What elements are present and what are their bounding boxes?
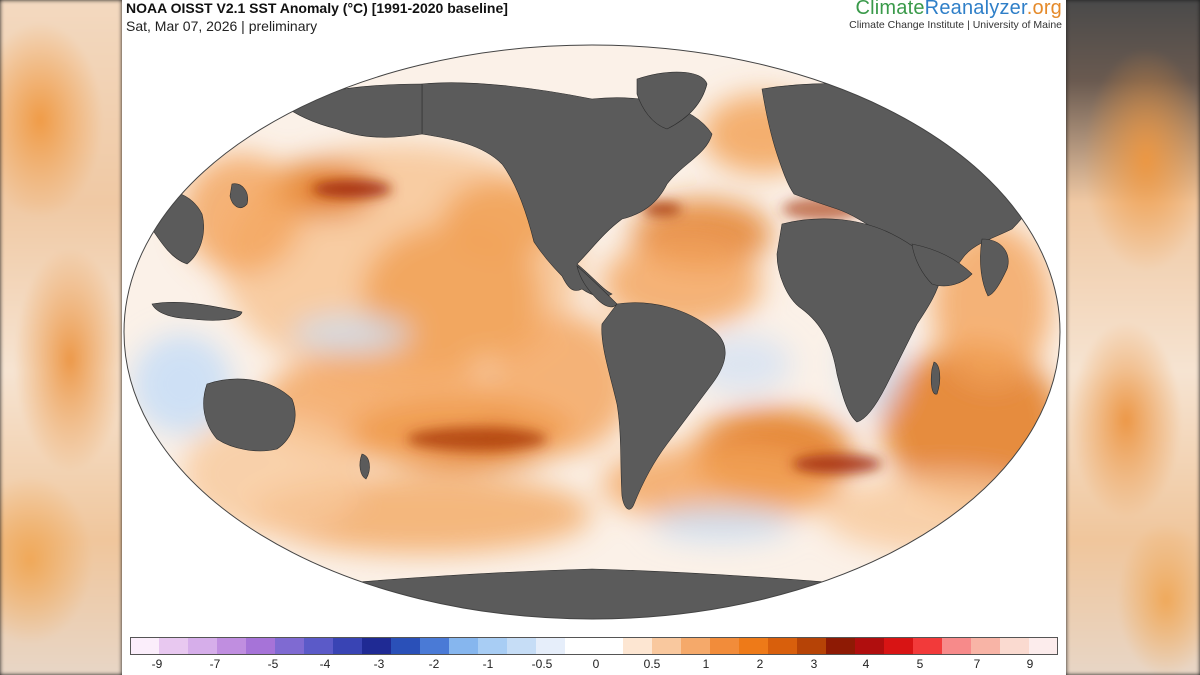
colorbar-tick-label: -4 [319, 657, 331, 671]
colorbar-cell [1000, 637, 1030, 655]
colorbar-tick-label: 4 [862, 657, 870, 671]
land-greenland [636, 71, 708, 130]
colorbar-cell [275, 637, 305, 655]
colorbar-cell [594, 637, 624, 655]
colorbar-tick-label: 3 [810, 657, 818, 671]
colorbar-labels: -9 -7 -5 -4 -3 -2 -1 -0.5 0 0.5 1 2 3 4 … [130, 657, 1058, 673]
map-panel: NOAA OISST V2.1 SST Anomaly (°C) [1991-2… [122, 0, 1066, 675]
land-arabia [911, 243, 973, 287]
colorbar [130, 637, 1058, 655]
land-japan [229, 183, 248, 208]
colorbar-cell [710, 637, 740, 655]
anomaly-region [652, 506, 792, 542]
colorbar-tick-label: -1 [482, 657, 494, 671]
colorbar-cell [884, 637, 914, 655]
colorbar-cell [971, 637, 1001, 655]
globe [124, 45, 1060, 619]
globe-outline [123, 44, 1061, 620]
colorbar-cell [1029, 637, 1058, 655]
colorbar-cell [855, 637, 885, 655]
land-antarctica [124, 568, 1060, 619]
colorbar-tick-label: -9 [151, 657, 163, 671]
anomaly-region [492, 314, 632, 454]
sst-anomaly-map [123, 44, 1061, 620]
blurred-background-left [0, 0, 122, 675]
land-indonesia [151, 302, 243, 321]
colorbar-tick-label: 0.5 [643, 657, 661, 671]
colorbar-tick-label: 7 [973, 657, 981, 671]
climate-reanalyzer-logo: ClimateReanalyzer.org Climate Change Ins… [849, 0, 1062, 31]
blurred-background-right [1066, 0, 1200, 675]
colorbar-tick-label: -3 [373, 657, 385, 671]
logo-org-text: .org [1026, 0, 1062, 19]
land-australia [203, 378, 296, 452]
colorbar-cell [362, 637, 392, 655]
colorbar-tick-label: 5 [916, 657, 924, 671]
colorbar-cell [623, 637, 653, 655]
colorbar-cell [536, 637, 566, 655]
colorbar-cell [246, 637, 276, 655]
colorbar-cell [217, 637, 247, 655]
colorbar-cell [565, 637, 595, 655]
anomaly-region [182, 154, 302, 274]
sst-anomaly-field [132, 94, 1060, 554]
colorbar-tick-label: -5 [267, 657, 279, 671]
colorbar-tick-label: -2 [428, 657, 440, 671]
colorbar-cell [768, 637, 798, 655]
colorbar-cell [420, 637, 450, 655]
colorbar-cell [681, 637, 711, 655]
logo-subtitle: Climate Change Institute | University of… [849, 19, 1062, 31]
colorbar-tick-label: -7 [209, 657, 221, 671]
colorbar-cell [391, 637, 421, 655]
colorbar-cell [797, 637, 827, 655]
colorbar-cell [913, 637, 943, 655]
anomaly-region [312, 180, 392, 198]
anomaly-region [602, 444, 842, 524]
colorbar-cell [478, 637, 508, 655]
logo-reanalyzer-text: Reanalyzer [924, 0, 1027, 19]
logo-climate-text: Climate [855, 0, 925, 19]
anomaly-region [642, 202, 682, 216]
colorbar-tick-label: 2 [756, 657, 764, 671]
land-africa [776, 218, 943, 423]
map-date-subtitle: Sat, Mar 07, 2026 | preliminary [126, 18, 318, 34]
colorbar-cell [942, 637, 972, 655]
land-madagascar [930, 361, 941, 395]
colorbar-cell [159, 637, 189, 655]
colorbar-tick-label: 1 [702, 657, 710, 671]
colorbar-cell [449, 637, 479, 655]
colorbar-cell [130, 637, 160, 655]
logo-wordmark: ClimateReanalyzer.org [849, 0, 1062, 20]
map-title: NOAA OISST V2.1 SST Anomaly (°C) [1991-2… [126, 0, 508, 16]
colorbar-tick-label: 9 [1026, 657, 1034, 671]
colorbar-cell [652, 637, 682, 655]
colorbar-cell [333, 637, 363, 655]
colorbar-tick-label: 0 [592, 657, 600, 671]
anomaly-region [792, 454, 882, 474]
anomaly-region [932, 224, 1052, 384]
colorbar-border [130, 637, 1058, 655]
colorbar-cell [304, 637, 334, 655]
land-new-zealand [359, 453, 370, 480]
anomaly-region [292, 314, 412, 354]
colorbar-cell [826, 637, 856, 655]
colorbar-cell [739, 637, 769, 655]
land-india [980, 238, 1009, 297]
anomaly-region [407, 427, 547, 451]
land-south-america [601, 302, 726, 510]
anomaly-region [822, 474, 1060, 554]
colorbar-cell [507, 637, 537, 655]
land-central-america [576, 265, 618, 308]
colorbar-tick-label: -0.5 [531, 657, 553, 671]
colorbar-cell [188, 637, 218, 655]
